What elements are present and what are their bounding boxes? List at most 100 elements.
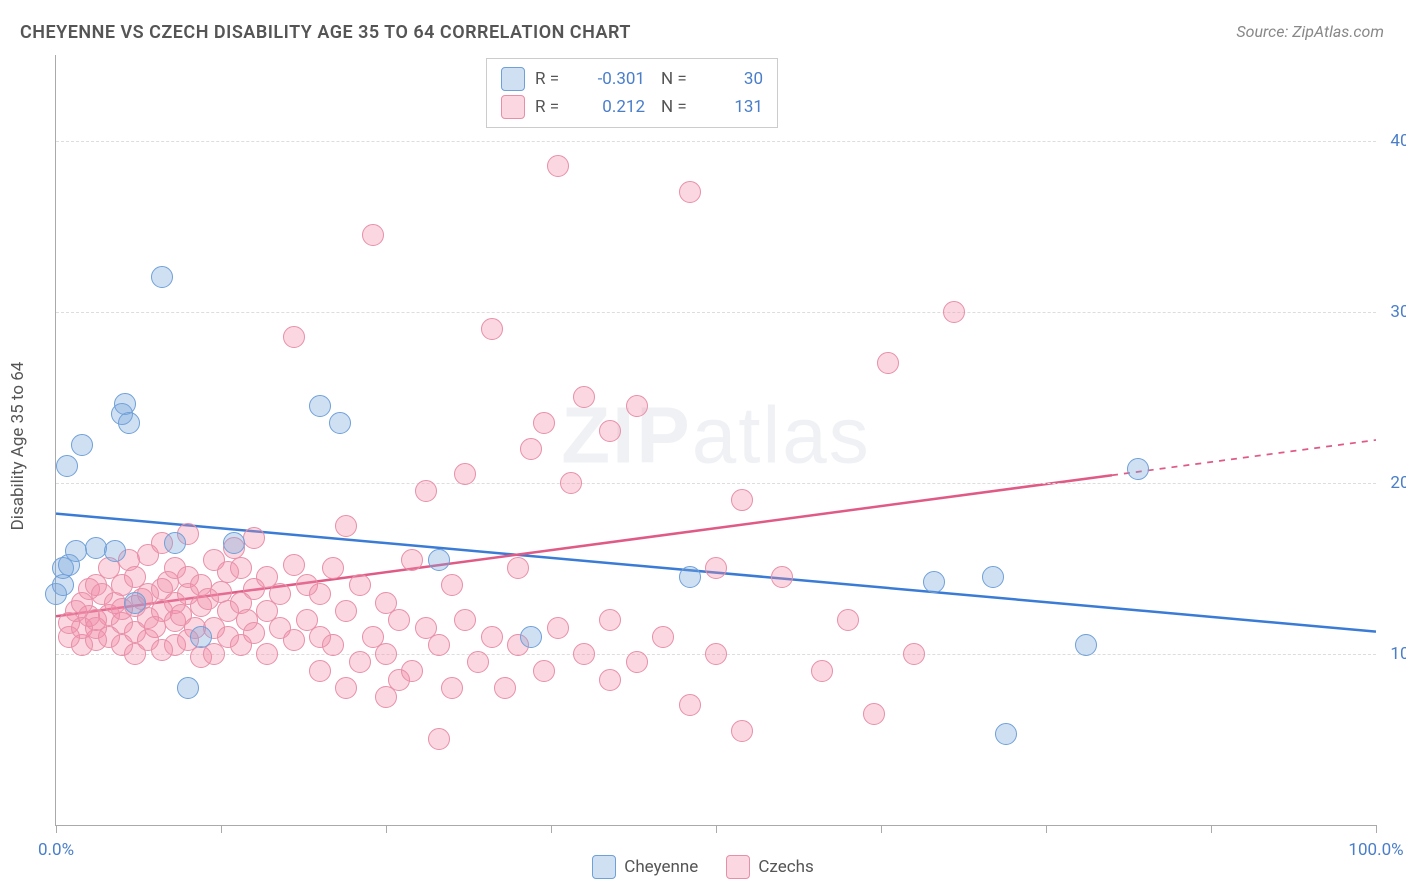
data-point <box>335 515 357 537</box>
data-point <box>322 557 344 579</box>
gridline <box>56 483 1376 484</box>
data-point <box>771 566 793 588</box>
data-point <box>731 489 753 511</box>
gridline <box>56 141 1376 142</box>
data-point <box>118 412 140 434</box>
data-point <box>547 155 569 177</box>
y-tick-label: 10.0% <box>1381 644 1406 664</box>
data-point <box>309 660 331 682</box>
data-point <box>877 352 899 374</box>
legend-swatch <box>726 855 750 879</box>
data-point <box>283 629 305 651</box>
data-point <box>599 669 621 691</box>
data-point <box>626 395 648 417</box>
source-label: Source: ZipAtlas.com <box>1236 22 1384 41</box>
data-point <box>441 677 463 699</box>
data-point <box>269 583 291 605</box>
data-point <box>309 395 331 417</box>
data-point <box>520 438 542 460</box>
data-point <box>731 720 753 742</box>
x-tick <box>56 825 57 833</box>
x-tick <box>1211 825 1212 833</box>
data-point <box>151 266 173 288</box>
data-point <box>995 723 1017 745</box>
legend-swatch <box>592 855 616 879</box>
data-point <box>104 540 126 562</box>
data-point <box>982 566 1004 588</box>
data-point <box>903 643 925 665</box>
data-point <box>223 532 245 554</box>
y-axis-label: Disability Age 35 to 64 <box>8 362 28 531</box>
data-point <box>428 549 450 571</box>
y-tick-label: 30.0% <box>1381 302 1406 322</box>
data-point <box>599 609 621 631</box>
data-point <box>329 412 351 434</box>
data-point <box>679 694 701 716</box>
data-point <box>441 574 463 596</box>
series-legend: Cheyenne Czechs <box>0 855 1406 884</box>
data-point <box>533 412 555 434</box>
data-point <box>375 643 397 665</box>
data-point <box>1075 634 1097 656</box>
data-point <box>335 677 357 699</box>
data-point <box>65 540 87 562</box>
data-point <box>626 651 648 673</box>
data-point <box>1127 458 1149 480</box>
data-point <box>164 532 186 554</box>
legend-item: Cheyenne <box>592 855 698 879</box>
data-point <box>467 651 489 673</box>
x-tick <box>881 825 882 833</box>
data-point <box>71 434 93 456</box>
trend-lines <box>56 55 1376 825</box>
data-point <box>481 626 503 648</box>
data-point <box>415 480 437 502</box>
data-point <box>652 626 674 648</box>
data-point <box>349 574 371 596</box>
data-point <box>943 301 965 323</box>
gridline <box>56 312 1376 313</box>
data-point <box>177 677 199 699</box>
plot-area: ZIPatlas R =-0.301N =30R =0.212N =131 10… <box>55 55 1376 826</box>
data-point <box>283 554 305 576</box>
data-point <box>428 634 450 656</box>
data-point <box>56 455 78 477</box>
r-value: -0.301 <box>583 65 645 93</box>
r-value: 0.212 <box>583 93 645 121</box>
data-point <box>454 609 476 631</box>
x-tick <box>716 825 717 833</box>
legend-swatch <box>501 67 525 91</box>
y-tick-label: 20.0% <box>1381 473 1406 493</box>
stats-legend-row: R =0.212N =131 <box>501 93 763 121</box>
data-point <box>573 386 595 408</box>
data-point <box>124 592 146 614</box>
data-point <box>560 472 582 494</box>
data-point <box>388 609 410 631</box>
data-point <box>349 651 371 673</box>
stats-legend-row: R =-0.301N =30 <box>501 65 763 93</box>
legend-item: Czechs <box>726 855 813 879</box>
data-point <box>362 224 384 246</box>
x-tick <box>221 825 222 833</box>
data-point <box>322 634 344 656</box>
data-point <box>573 643 595 665</box>
data-point <box>309 583 331 605</box>
data-point <box>679 566 701 588</box>
legend-label: Cheyenne <box>624 857 698 877</box>
n-value: 131 <box>701 93 763 121</box>
data-point <box>705 643 727 665</box>
data-point <box>520 626 542 648</box>
data-point <box>454 463 476 485</box>
data-point <box>85 537 107 559</box>
y-tick-label: 40.0% <box>1381 131 1406 151</box>
x-tick <box>1046 825 1047 833</box>
data-point <box>811 660 833 682</box>
data-point <box>863 703 885 725</box>
data-point <box>243 527 265 549</box>
x-tick <box>1376 825 1377 833</box>
data-point <box>335 600 357 622</box>
data-point <box>837 609 859 631</box>
data-point <box>230 557 252 579</box>
data-point <box>190 626 212 648</box>
data-point <box>599 420 621 442</box>
data-point <box>533 660 555 682</box>
